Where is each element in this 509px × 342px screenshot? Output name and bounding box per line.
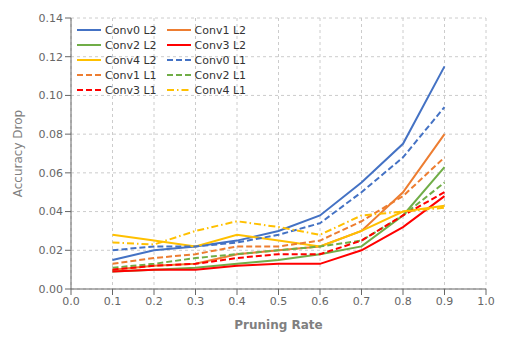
html-text:Conv3 L2: Conv3 L2 bbox=[194, 38, 246, 52]
html-text:Conv1 L1: Conv1 L1 bbox=[105, 68, 157, 82]
svg-text:Pruning Rate: Pruning Rate bbox=[234, 318, 322, 332]
svg-text:Accuracy Drop: Accuracy Drop bbox=[11, 110, 25, 197]
html-text:Conv1 L2: Conv1 L2 bbox=[194, 23, 246, 37]
svg-text:0.12: 0.12 bbox=[39, 51, 64, 64]
svg-text:0.3: 0.3 bbox=[187, 295, 205, 308]
svg-text:0.5: 0.5 bbox=[270, 295, 288, 308]
html-text:Conv3 L1: Conv3 L1 bbox=[105, 83, 157, 97]
svg-text:0.06: 0.06 bbox=[39, 167, 64, 180]
svg-text:0.0: 0.0 bbox=[62, 295, 80, 308]
svg-text:0.9: 0.9 bbox=[436, 295, 454, 308]
svg-text:0.4: 0.4 bbox=[228, 295, 246, 308]
html-text:Conv0 L2: Conv0 L2 bbox=[105, 23, 157, 37]
html-text:Conv0 L1: Conv0 L1 bbox=[194, 53, 246, 67]
svg-text:0.08: 0.08 bbox=[39, 128, 64, 141]
svg-text:1.0: 1.0 bbox=[477, 295, 495, 308]
svg-text:0.7: 0.7 bbox=[353, 295, 371, 308]
svg-text:0.00: 0.00 bbox=[39, 283, 64, 296]
svg-text:0.02: 0.02 bbox=[39, 244, 64, 257]
html-text:Conv4 L2: Conv4 L2 bbox=[105, 53, 157, 67]
svg-text:0.04: 0.04 bbox=[39, 205, 64, 218]
svg-text:0.14: 0.14 bbox=[39, 12, 64, 25]
svg-text:0.1: 0.1 bbox=[104, 295, 122, 308]
html-text:Conv2 L2: Conv2 L2 bbox=[105, 38, 157, 52]
html-text:Conv4 L1: Conv4 L1 bbox=[194, 83, 246, 97]
svg-text:0.8: 0.8 bbox=[394, 295, 412, 308]
html-text:Conv2 L1: Conv2 L1 bbox=[194, 68, 246, 82]
svg-text:0.2: 0.2 bbox=[145, 295, 163, 308]
svg-text:0.10: 0.10 bbox=[39, 89, 64, 102]
svg-text:0.6: 0.6 bbox=[311, 295, 329, 308]
